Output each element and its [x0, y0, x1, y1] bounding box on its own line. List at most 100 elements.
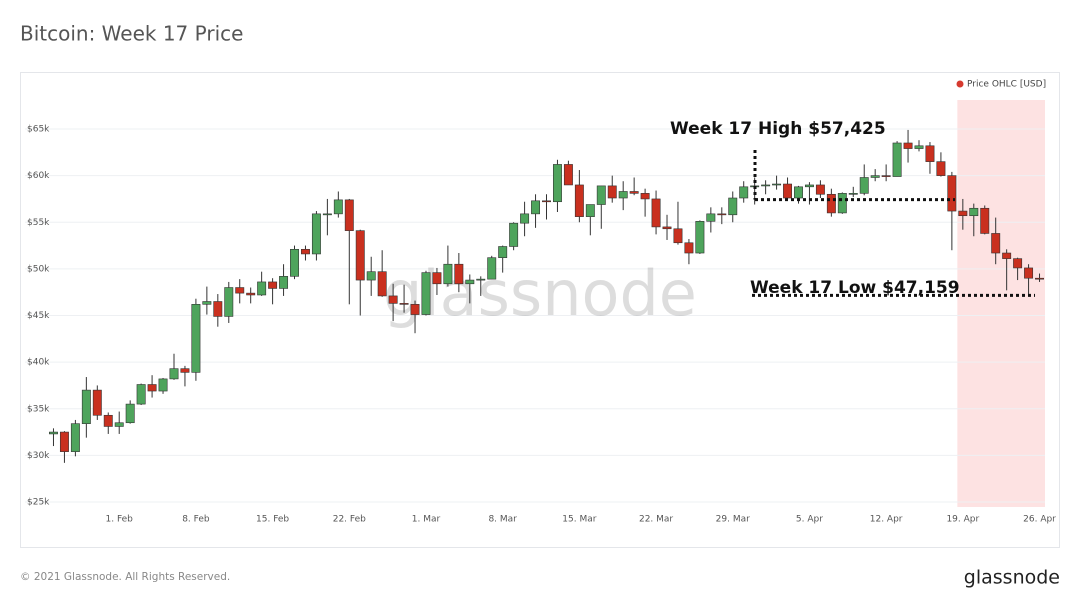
y-tick-label: $55k	[27, 218, 50, 228]
x-tick-label: 15. Mar	[562, 515, 596, 525]
x-tick-label: 8. Mar	[488, 515, 517, 525]
candle-body	[103, 414, 113, 427]
x-tick-label: 22. Feb	[333, 515, 366, 525]
candle-body	[892, 142, 902, 177]
candle-body	[224, 287, 234, 317]
candle-body	[936, 161, 946, 176]
candle-body	[158, 378, 168, 392]
x-tick-label: 12. Apr	[870, 515, 903, 525]
y-tick-label: $45k	[27, 311, 50, 321]
candle-body	[399, 303, 409, 305]
candle-body	[487, 257, 497, 280]
y-tick-label: $50k	[27, 264, 50, 274]
candle-body	[410, 304, 420, 315]
annotation-label: Week 17 Low $47,159	[750, 278, 960, 298]
candle-body	[476, 278, 486, 281]
candle-body	[257, 281, 267, 296]
annotation-label: Week 17 High $57,425	[670, 119, 886, 139]
candle-body	[673, 228, 683, 244]
candle-body	[465, 279, 475, 285]
x-tick-label: 1. Feb	[106, 515, 134, 525]
x-tick-label: 5. Apr	[796, 515, 823, 525]
candle-body	[958, 210, 968, 217]
candle-body	[81, 389, 91, 424]
candle-body	[92, 389, 102, 416]
candle-body	[344, 199, 354, 231]
candle-body	[629, 191, 639, 194]
x-tick-label: 8. Feb	[182, 515, 210, 525]
candle-body	[651, 198, 661, 228]
candle-body	[322, 213, 332, 216]
candle-body	[848, 193, 858, 195]
candle-body	[114, 422, 124, 427]
candle-body	[301, 248, 310, 255]
footer-brand: glassnode	[964, 567, 1060, 589]
candle-body	[125, 403, 135, 424]
y-tick-label: $25k	[27, 498, 50, 508]
candle-body	[1024, 267, 1034, 279]
candle-body	[136, 384, 146, 405]
candle-body	[684, 242, 694, 254]
candle-body	[235, 287, 245, 294]
candle-body	[432, 272, 442, 285]
candle-body	[563, 164, 573, 186]
candle-body	[804, 184, 814, 188]
candle-body	[1035, 277, 1044, 280]
candle-body	[246, 292, 256, 296]
candle-body	[870, 175, 880, 178]
y-tick-label: $30k	[27, 451, 50, 461]
x-tick-label: 15. Feb	[256, 515, 289, 525]
candle-body	[147, 384, 157, 392]
x-tick-label: 1. Mar	[412, 515, 441, 525]
y-tick-label: $35k	[27, 404, 50, 414]
candle-body	[377, 271, 387, 297]
candle-body	[640, 193, 650, 200]
candle-body	[618, 191, 628, 199]
candle-body	[607, 185, 617, 199]
candle-body	[509, 222, 519, 247]
candle-body	[552, 164, 562, 203]
candle-body	[70, 423, 80, 452]
candle-body	[925, 145, 935, 162]
highlight-region	[957, 100, 1045, 507]
candle-body	[596, 185, 606, 205]
candle-body	[498, 246, 508, 258]
candle-body	[355, 230, 365, 281]
candle-body	[268, 281, 278, 289]
candle-body	[585, 204, 595, 217]
candle-body	[695, 221, 705, 254]
candle-body	[366, 271, 376, 281]
candle-body	[49, 431, 58, 435]
candle-body	[991, 233, 1001, 254]
candle-body	[794, 186, 803, 199]
candle-body	[213, 301, 223, 317]
candle-body	[739, 186, 749, 199]
chart-frame	[20, 72, 1060, 548]
candle-body	[520, 213, 530, 224]
legend-label: Price OHLC [USD]	[967, 80, 1046, 90]
x-tick-label: 29. Mar	[716, 515, 750, 525]
candle-body	[180, 368, 190, 373]
candle-body	[881, 175, 891, 177]
legend-marker	[956, 80, 964, 88]
candle-body	[903, 142, 913, 149]
candle-body	[859, 177, 869, 194]
y-tick-label: $40k	[27, 358, 50, 368]
candle-body	[311, 213, 321, 255]
candle-body	[914, 145, 924, 149]
candle-body	[1013, 258, 1023, 269]
candle-body	[388, 295, 398, 304]
candle-body	[191, 304, 201, 373]
candle-body	[969, 207, 979, 217]
candle-body	[837, 193, 847, 214]
candle-body	[980, 207, 990, 234]
footer-copyright: © 2021 Glassnode. All Rights Reserved.	[20, 571, 230, 583]
candle-body	[202, 301, 212, 305]
candle-body	[574, 184, 584, 217]
candle-body	[59, 431, 69, 452]
chart-title: Bitcoin: Week 17 Price	[20, 22, 243, 46]
candle-body	[783, 183, 792, 199]
candle-body	[1002, 252, 1012, 259]
candle-body	[443, 263, 453, 285]
candle-body	[717, 213, 727, 216]
